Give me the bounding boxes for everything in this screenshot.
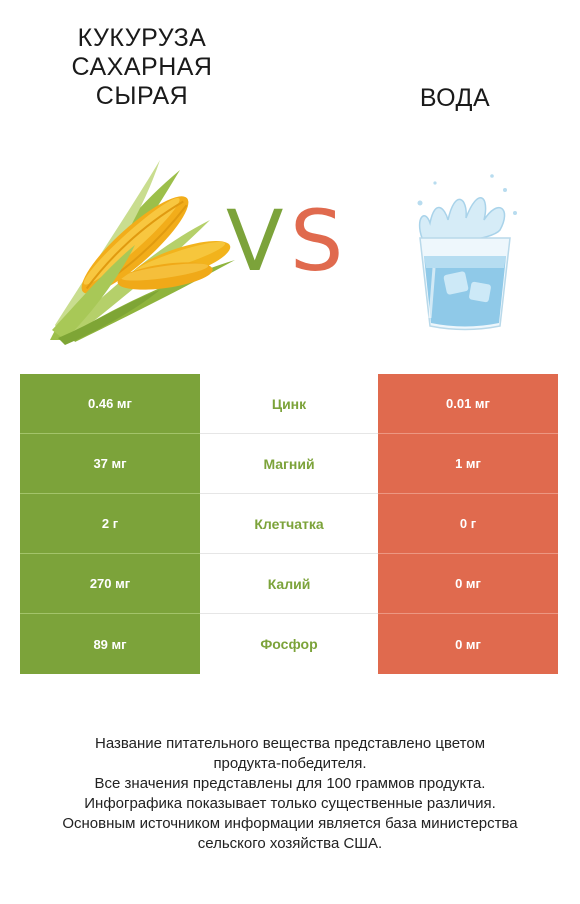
footer-line: Инфографика показывает только существенн… bbox=[84, 795, 496, 812]
footer-line: сельского хозяйства США. bbox=[197, 835, 383, 852]
corn-icon bbox=[50, 160, 235, 345]
left-title-line: САХАРНАЯ bbox=[71, 53, 213, 81]
right-value: 1 мг bbox=[378, 434, 558, 494]
water-glass-icon bbox=[417, 174, 517, 331]
table-row: 0.46 мг Цинк 0.01 мг bbox=[20, 374, 558, 434]
left-item-title: КУКУРУЗА САХАРНАЯ СЫРАЯ bbox=[52, 24, 232, 111]
nutrient-name: Цинк bbox=[200, 374, 378, 434]
vs-s-letter: S bbox=[290, 192, 344, 290]
nutrient-name: Калий bbox=[200, 554, 378, 614]
table-row: 89 мг Фосфор 0 мг bbox=[20, 614, 558, 674]
left-value: 0.46 мг bbox=[20, 374, 200, 434]
nutrient-name: Клетчатка bbox=[200, 494, 378, 554]
vs-v-letter: V bbox=[226, 192, 284, 290]
footer-line: Название питательного вещества представл… bbox=[94, 735, 486, 752]
nutrient-name: Магний bbox=[200, 434, 378, 494]
table-row: 270 мг Калий 0 мг bbox=[20, 554, 558, 614]
left-title-line: СЫРАЯ bbox=[95, 82, 189, 110]
right-item-title: ВОДА bbox=[419, 84, 491, 112]
footer-line: Основным источником информации является … bbox=[62, 815, 518, 832]
right-value: 0.01 мг bbox=[378, 374, 558, 434]
footer-notes: Название питательного вещества представл… bbox=[20, 734, 560, 854]
table-row: 2 г Клетчатка 0 г bbox=[20, 494, 558, 554]
left-value: 270 мг bbox=[20, 554, 200, 614]
right-value: 0 г bbox=[378, 494, 558, 554]
left-value: 2 г bbox=[20, 494, 200, 554]
left-title-line: КУКУРУЗА bbox=[77, 24, 207, 52]
right-value: 0 мг bbox=[378, 554, 558, 614]
table-row: 37 мг Магний 1 мг bbox=[20, 434, 558, 494]
footer-line: Все значения представлены для 100 граммо… bbox=[94, 775, 486, 792]
nutrient-name: Фосфор bbox=[200, 614, 378, 674]
left-value: 37 мг bbox=[20, 434, 200, 494]
left-value: 89 мг bbox=[20, 614, 200, 674]
right-value: 0 мг bbox=[378, 614, 558, 674]
comparison-table: 0.46 мг Цинк 0.01 мг 37 мг Магний 1 мг 2… bbox=[20, 374, 558, 674]
vs-label: V S bbox=[226, 196, 356, 286]
footer-line: продукта-победителя. bbox=[213, 755, 367, 772]
